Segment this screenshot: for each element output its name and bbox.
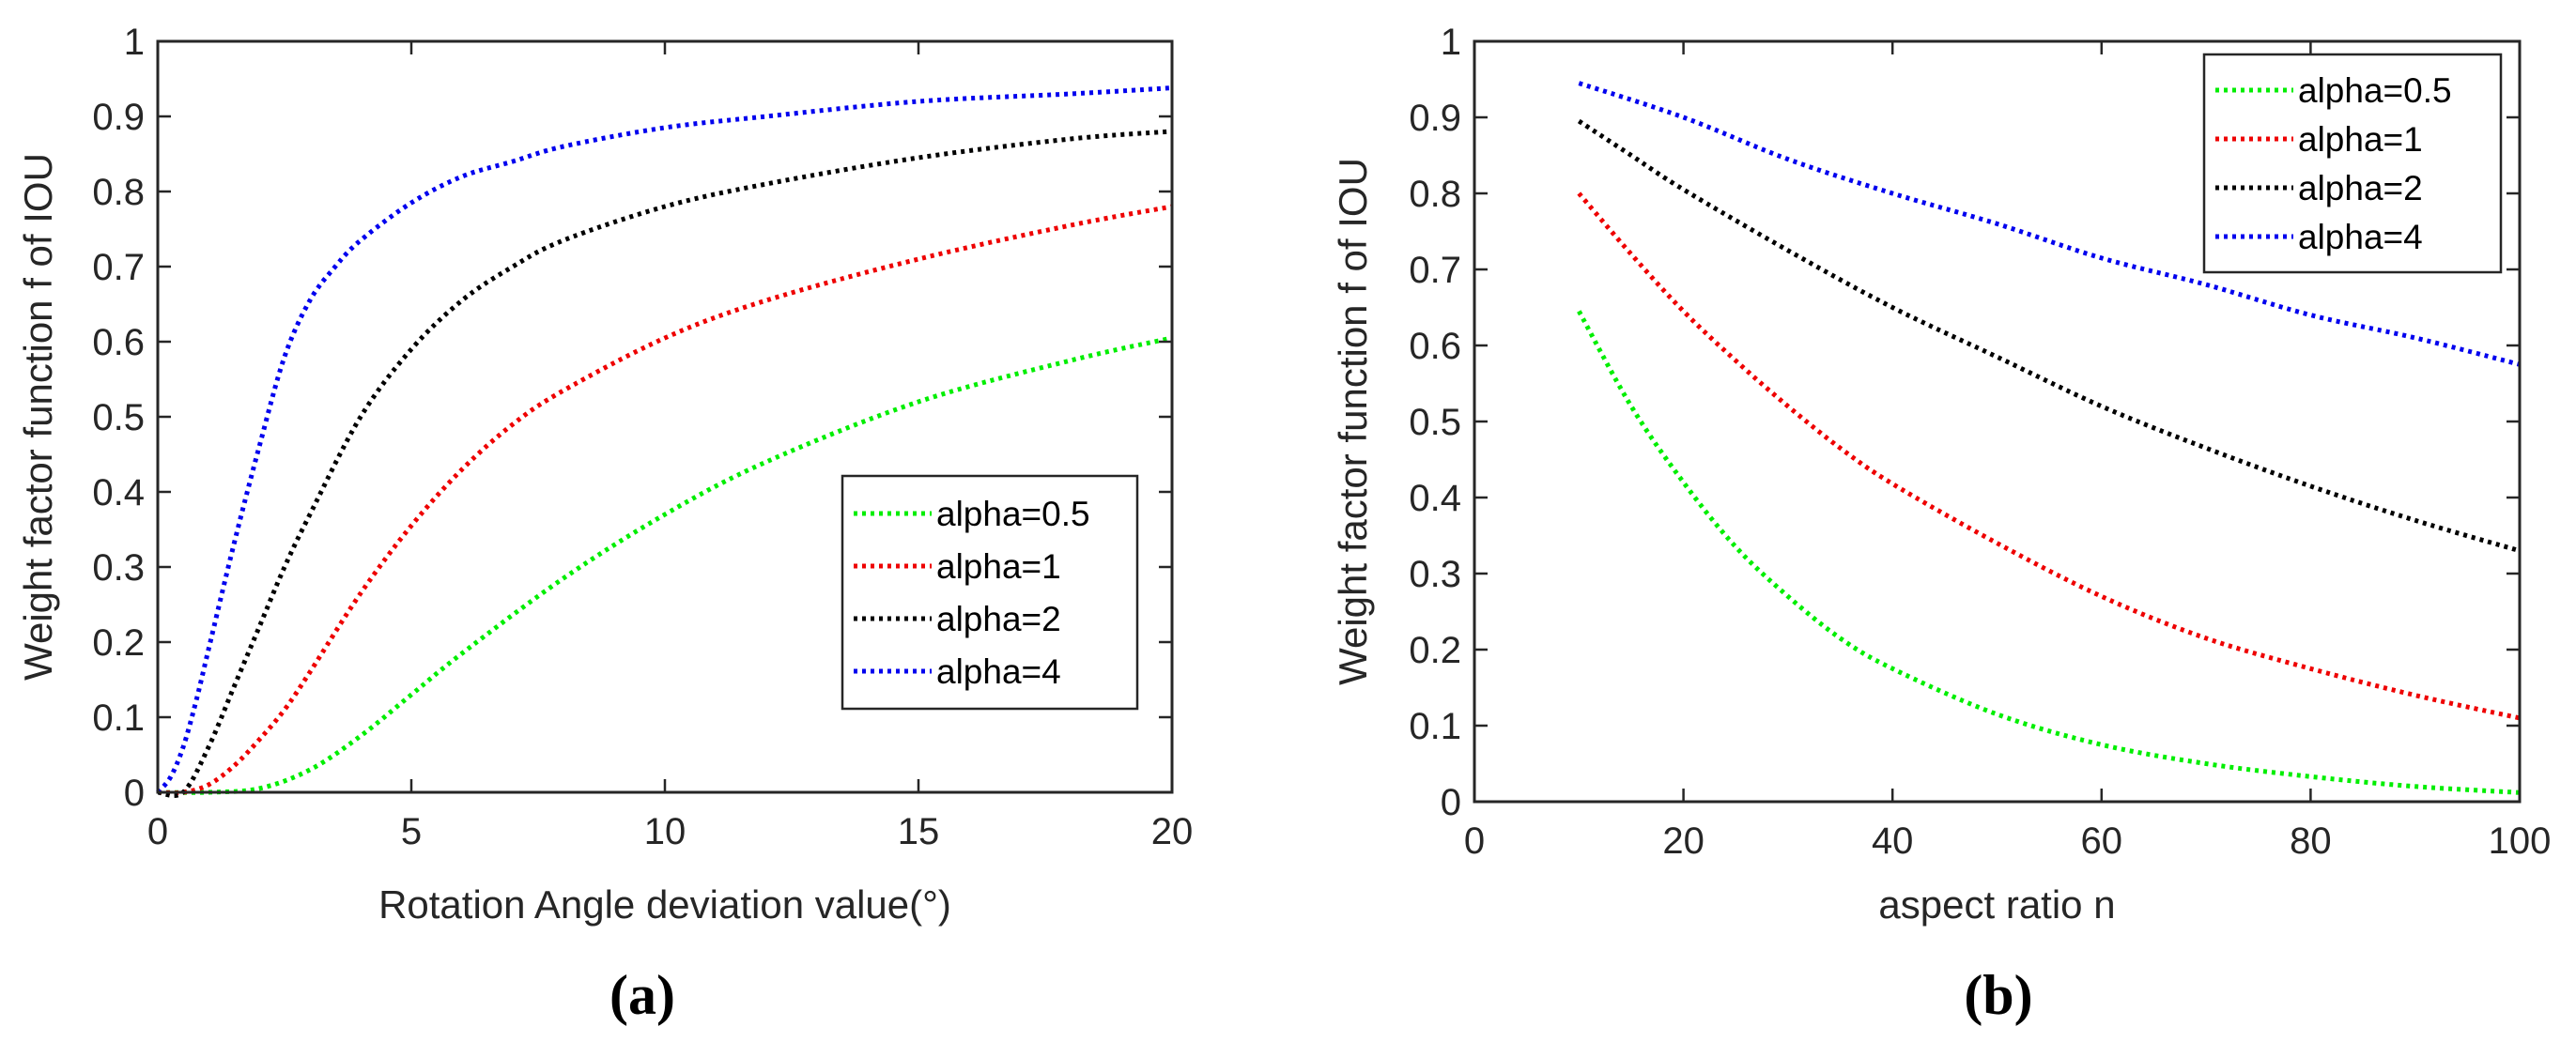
y-tick-label: 0.2 — [92, 622, 145, 664]
y-tick-label: 0.9 — [1409, 98, 1461, 139]
y-tick-label: 0.6 — [1409, 326, 1461, 367]
y-tick-label: 0.2 — [1409, 630, 1461, 671]
x-tick-label: 20 — [1662, 820, 1704, 862]
series-line-alpha=0.5 — [157, 335, 1173, 795]
panel-b-legend: alpha=0.5 alpha=1 alpha=2 alpha=4 — [2202, 53, 2503, 274]
panel-a-y-axis-label: Weight factor function f of IOU — [16, 153, 60, 681]
y-tick-label: 0 — [1441, 782, 1461, 823]
y-tick-label: 0.9 — [92, 97, 145, 138]
x-tick-label: 60 — [2081, 820, 2123, 862]
panel-a-y-axis: 0 0.1 0.2 0.3 0.4 0.5 0.6 0.7 0.8 0.9 1 — [92, 22, 1172, 814]
y-tick-label: 0.7 — [1409, 250, 1461, 291]
panel-b: 0 20 40 60 80 100 0 0.1 0.2 0.3 0.4 0.5 0.6 0.7 0.8 0.… — [1331, 22, 2551, 1026]
legend-label: alpha=2 — [936, 600, 1061, 638]
y-tick-label: 0.8 — [1409, 174, 1461, 215]
y-tick-label: 0 — [124, 773, 145, 814]
legend-label: alpha=1 — [2298, 120, 2423, 159]
panel-b-legend-box — [2202, 53, 2503, 274]
y-tick-label: 0.5 — [1409, 402, 1461, 443]
panel-a-curves — [156, 85, 1173, 799]
panel-a-legend-box — [841, 474, 1139, 711]
x-tick-label: 0 — [1464, 820, 1485, 862]
panel-b-x-axis: 0 20 40 60 80 100 — [1464, 41, 2552, 862]
x-tick-label: 100 — [2489, 820, 2552, 862]
panel-b-y-axis-label: Weight factor function f of IOU — [1331, 158, 1375, 685]
legend-label: alpha=0.5 — [936, 495, 1090, 533]
series-line-alpha=4 — [1578, 81, 2521, 367]
x-tick-label: 0 — [147, 811, 168, 852]
panel-a: 0 5 10 15 20 0 0.1 0.2 0.3 0.4 0.5 0.6 0.7 0.8 0.9 1 R… — [16, 22, 1193, 1026]
series-line-alpha=0.5 — [1577, 310, 2521, 795]
y-tick-label: 0.4 — [1409, 478, 1461, 519]
x-tick-label: 5 — [401, 811, 422, 852]
y-tick-label: 0.8 — [92, 172, 145, 213]
panel-b-caption: (b) — [1964, 964, 2032, 1026]
y-tick-label: 0.5 — [92, 397, 145, 438]
y-tick-label: 0.3 — [1409, 554, 1461, 595]
y-tick-label: 0.1 — [92, 697, 145, 739]
x-tick-label: 20 — [1151, 811, 1194, 852]
x-tick-label: 15 — [898, 811, 940, 852]
panel-a-legend: alpha=0.5 alpha=1 alpha=2 alpha=4 — [841, 474, 1139, 711]
panel-a-caption: (a) — [609, 964, 675, 1026]
y-tick-label: 0.7 — [92, 247, 145, 288]
y-tick-label: 0.6 — [92, 322, 145, 363]
legend-label: alpha=0.5 — [2298, 71, 2452, 110]
legend-label: alpha=2 — [2298, 169, 2423, 207]
y-tick-label: 1 — [124, 22, 145, 63]
y-tick-label: 0.3 — [92, 547, 145, 589]
panel-b-y-axis: 0 0.1 0.2 0.3 0.4 0.5 0.6 0.7 0.8 0.9 1 — [1409, 22, 2520, 823]
x-tick-label: 10 — [644, 811, 686, 852]
series-line-alpha=2 — [157, 129, 1173, 799]
legend-label: alpha=4 — [936, 652, 1061, 691]
x-tick-label: 80 — [2290, 820, 2332, 862]
panel-a-x-axis: 0 5 10 15 20 — [147, 41, 1193, 852]
panel-b-x-axis-label: aspect ratio n — [1878, 882, 2115, 927]
y-tick-label: 0.1 — [1409, 706, 1461, 747]
panel-a-x-axis-label: Rotation Angle deviation value(°) — [378, 882, 951, 927]
legend-label: alpha=4 — [2298, 218, 2423, 256]
y-tick-label: 0.4 — [92, 472, 145, 513]
panel-b-curves — [1577, 81, 2521, 795]
y-tick-label: 1 — [1441, 22, 1461, 63]
series-line-alpha=1 — [1577, 192, 2521, 721]
x-tick-label: 40 — [1872, 820, 1914, 862]
series-line-alpha=1 — [157, 204, 1173, 796]
legend-label: alpha=1 — [936, 547, 1061, 586]
